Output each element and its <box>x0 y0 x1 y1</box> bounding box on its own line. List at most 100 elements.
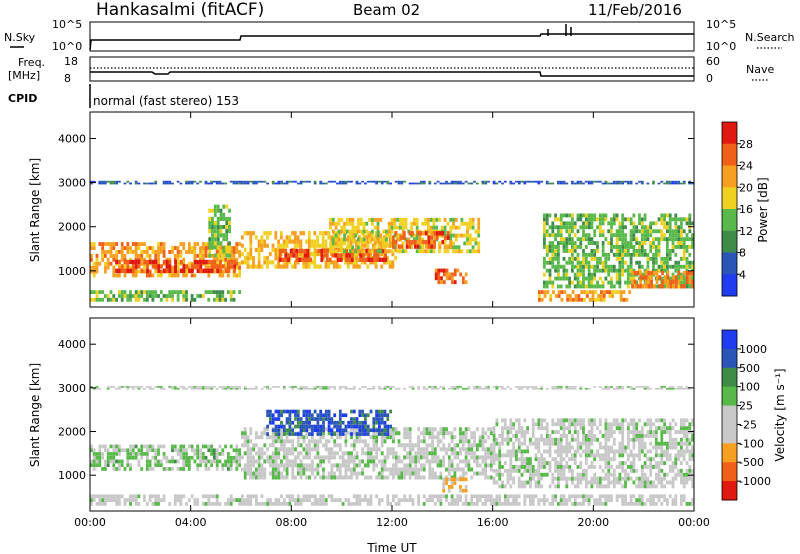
heatmap-cell-tail-descend <box>666 237 669 242</box>
heatmap-cell-grey-mid <box>291 439 295 444</box>
heatmap-cell-low-gate-right <box>614 290 617 294</box>
heatmap-cell-tail-grey <box>537 465 541 469</box>
heatmap-cell-low-gate-left <box>207 297 211 302</box>
heatmap-cell-main-band-early <box>104 269 107 274</box>
heatmap-cell-low-gates <box>501 502 504 506</box>
heatmap-cell-tail-grey <box>554 457 557 462</box>
heatmap-cell-tail-descend <box>579 213 583 218</box>
heatmap-cell-upper-band <box>477 233 481 238</box>
heatmap-cell-tail-grey <box>543 441 546 446</box>
heatmap-cell-tail-descend <box>576 237 580 242</box>
heatmap-cell-green-early <box>229 459 233 464</box>
heatmap-cell-low-gate-right <box>597 294 600 298</box>
heatmap-cell-upper-band <box>443 245 447 250</box>
heatmap-cell-grey-mid <box>467 467 471 472</box>
heatmap-cell-blue-upper <box>313 409 317 414</box>
heatmap-cell-spike-0500 <box>225 253 229 258</box>
heatmap-cell-tail-grey <box>615 465 619 469</box>
heatmap-cell-blue-upper <box>355 420 359 425</box>
heatmap-cell-grey-ray <box>554 387 557 390</box>
heatmap-cell-tail-descend <box>671 264 675 269</box>
heatmap-cell-main-band-mid <box>243 231 247 236</box>
heatmap-cell-grey-mid <box>389 447 392 452</box>
heatmap-cell-upper-band <box>474 237 478 242</box>
heatmap-cell-grey-mid <box>447 455 451 460</box>
heatmap-cell-main-band-early <box>176 246 180 250</box>
heatmap-cell-tail-grey <box>531 426 535 431</box>
heatmap-cell-tail-descend <box>598 260 602 265</box>
heatmap-cell-main-band-early <box>159 242 163 246</box>
heatmap-cell-tail-descend <box>666 260 669 265</box>
heatmap-cell-low-gates <box>596 502 599 506</box>
heatmap-cell-tail-descend <box>649 229 653 234</box>
heatmap-cell-tail-descend <box>543 245 546 249</box>
heatmap-cell-grey-mid <box>400 471 404 476</box>
heatmap-cell-tail-grey <box>618 449 622 454</box>
heatmap-cell-grey-mid <box>243 471 247 476</box>
heatmap-cell-tail-descend <box>557 229 560 234</box>
heatmap-cell-grey-mid <box>375 447 378 452</box>
heatmap-cell-green-early <box>182 463 186 467</box>
heatmap-cell-tail-descend <box>571 280 574 285</box>
heatmap-cell-upper-band <box>427 225 430 230</box>
heatmap-cell-main-band-early <box>182 242 186 246</box>
heatmap-cell-grey-mid <box>431 471 434 476</box>
heatmap-cell-grey-ray <box>143 387 146 390</box>
heatmap-cell-tail-descend <box>571 260 574 265</box>
heatmap-cell-grey-mid <box>408 463 412 468</box>
heatmap-cell-ray-0300 <box>302 180 306 183</box>
nsearch-tick-bottom: 10^0 <box>706 40 736 53</box>
heatmap-cell-grey-mid <box>257 447 261 452</box>
heatmap-cell-near-patch <box>443 272 446 277</box>
heatmap-cell-tail-end <box>636 284 640 289</box>
heatmap-cell-tail-descend <box>557 272 560 277</box>
heatmap-cell-low-gate-right <box>622 297 626 302</box>
heatmap-cell-orange-patch <box>445 477 448 482</box>
heatmap-cell-low-gates <box>168 502 172 506</box>
heatmap-cell-tail-descend <box>610 284 613 289</box>
heatmap-cell-grey-mid <box>489 455 493 460</box>
heatmap-cell-grey-mid <box>394 431 398 436</box>
heatmap-cell-tail-end <box>650 270 653 276</box>
heatmap-cell-ray-0300 <box>640 180 644 183</box>
heatmap-cell-grey-mid <box>310 459 314 464</box>
heatmap-cell-grey-mid <box>422 435 426 440</box>
heatmap-cell-grey-mid <box>459 459 462 464</box>
heatmap-cell-green-early <box>140 455 144 460</box>
heatmap-cell-low-gate-right <box>569 294 572 298</box>
heatmap-cell-blue-upper <box>386 428 390 433</box>
heatmap-cell-grey-ray <box>213 386 216 388</box>
heatmap-cell-main-band-mid <box>285 235 289 240</box>
heatmap-cell-tail-descend <box>677 217 680 222</box>
heatmap-cell-blue-upper <box>296 420 300 425</box>
heatmap-cell-tail-descend <box>562 221 566 226</box>
heatmap-cell-grey-mid <box>403 471 406 476</box>
heatmap-cell-main-band-early <box>187 246 191 250</box>
heatmap-cell-low-gate-right <box>611 290 615 294</box>
heatmap-cell-tail-grey <box>537 437 541 442</box>
heatmap-cell-low-gates <box>428 498 432 502</box>
heatmap-cell-tail-descend <box>568 241 571 245</box>
heatmap-cell-main-band-early <box>185 273 188 278</box>
heatmap-cell-tail-grey <box>512 426 515 431</box>
heatmap-cell-grey-mid <box>291 443 295 448</box>
heatmap-cell-grey-mid <box>425 427 429 432</box>
heatmap-cell-low-gates <box>179 502 183 506</box>
heatmap-cell-grey-ray <box>106 386 110 388</box>
heatmap-cell-main-band-early <box>95 257 99 262</box>
heatmap-cell-green-early <box>171 455 174 460</box>
heatmap-cell-grey-mid <box>338 447 342 452</box>
heatmap-cell-tail-descend <box>559 217 563 222</box>
heatmap-cell-grey-ray <box>364 386 367 388</box>
heatmap-cell-tail-descend <box>624 249 627 253</box>
heatmap-cell-tail-grey <box>557 468 560 473</box>
heatmap-cell-grey-ray <box>313 387 317 390</box>
heatmap-cell-blue-upper <box>327 428 331 433</box>
heatmap-cell-main-band-mid <box>352 252 356 257</box>
heatmap-cell-low-gates <box>573 494 577 499</box>
heatmap-cell-grey-ray <box>431 386 434 388</box>
heatmap-cell-tail-grey <box>607 461 611 465</box>
heatmap-cell-blue-upper <box>341 413 345 418</box>
heatmap-cell-blue-upper <box>324 417 328 421</box>
heatmap-cell-main-band-mid <box>293 260 297 265</box>
